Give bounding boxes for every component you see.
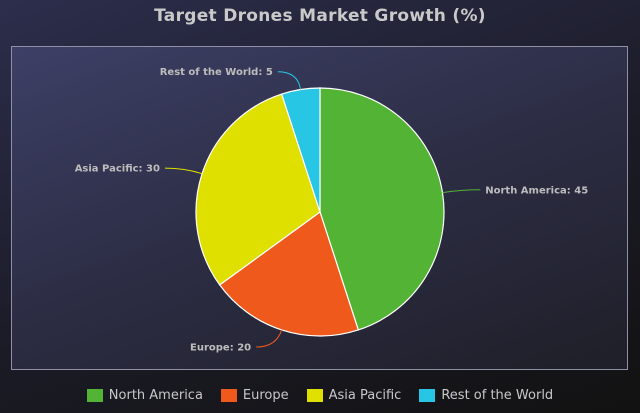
slice-label-europe: Europe: 20 — [190, 343, 251, 354]
slice-labels: North America: 45 Europe: 20 Asia Pacific:… — [75, 67, 589, 353]
label-connector-asia-pacific — [164, 167, 203, 175]
pie-slice-north-america — [319, 87, 445, 331]
pie-slices — [195, 87, 445, 337]
legend: North America Europe Asia Pacific Rest of t… — [0, 388, 640, 403]
pie-slice-rest-of-the-world — [280, 87, 321, 213]
slice-label-north-america: North America: 45 — [485, 185, 588, 196]
slice-label-asia-pacific: Asia Pacific: 30 — [75, 164, 160, 175]
label-connector-europe — [256, 329, 283, 348]
legend-item-north-america[interactable]: North America — [86, 388, 203, 403]
legend-swatch — [306, 389, 323, 402]
legend-item-europe[interactable]: Europe — [220, 388, 289, 403]
legend-swatch — [419, 389, 436, 402]
label-connector-north-america — [442, 189, 481, 194]
legend-label: Europe — [242, 388, 289, 403]
legend-label: Asia Pacific — [328, 388, 402, 403]
label-connector-rest-of-the-world — [277, 71, 302, 90]
legend-label: North America — [108, 388, 203, 403]
label-connectors — [164, 71, 481, 348]
legend-label: Rest of the World — [441, 388, 554, 403]
legend-swatch — [220, 389, 237, 402]
legend-item-rest-of-the-world[interactable]: Rest of the World — [419, 388, 553, 403]
slice-label-rest-of-the-world: Rest of the World: 5 — [160, 67, 273, 78]
legend-item-asia-pacific[interactable]: Asia Pacific — [306, 388, 402, 403]
pie-slice-asia-pacific — [195, 93, 321, 286]
chart-title: Target Drones Market Growth (%) — [154, 6, 486, 26]
legend-swatch — [86, 389, 103, 402]
pie-slice-europe — [218, 211, 360, 337]
